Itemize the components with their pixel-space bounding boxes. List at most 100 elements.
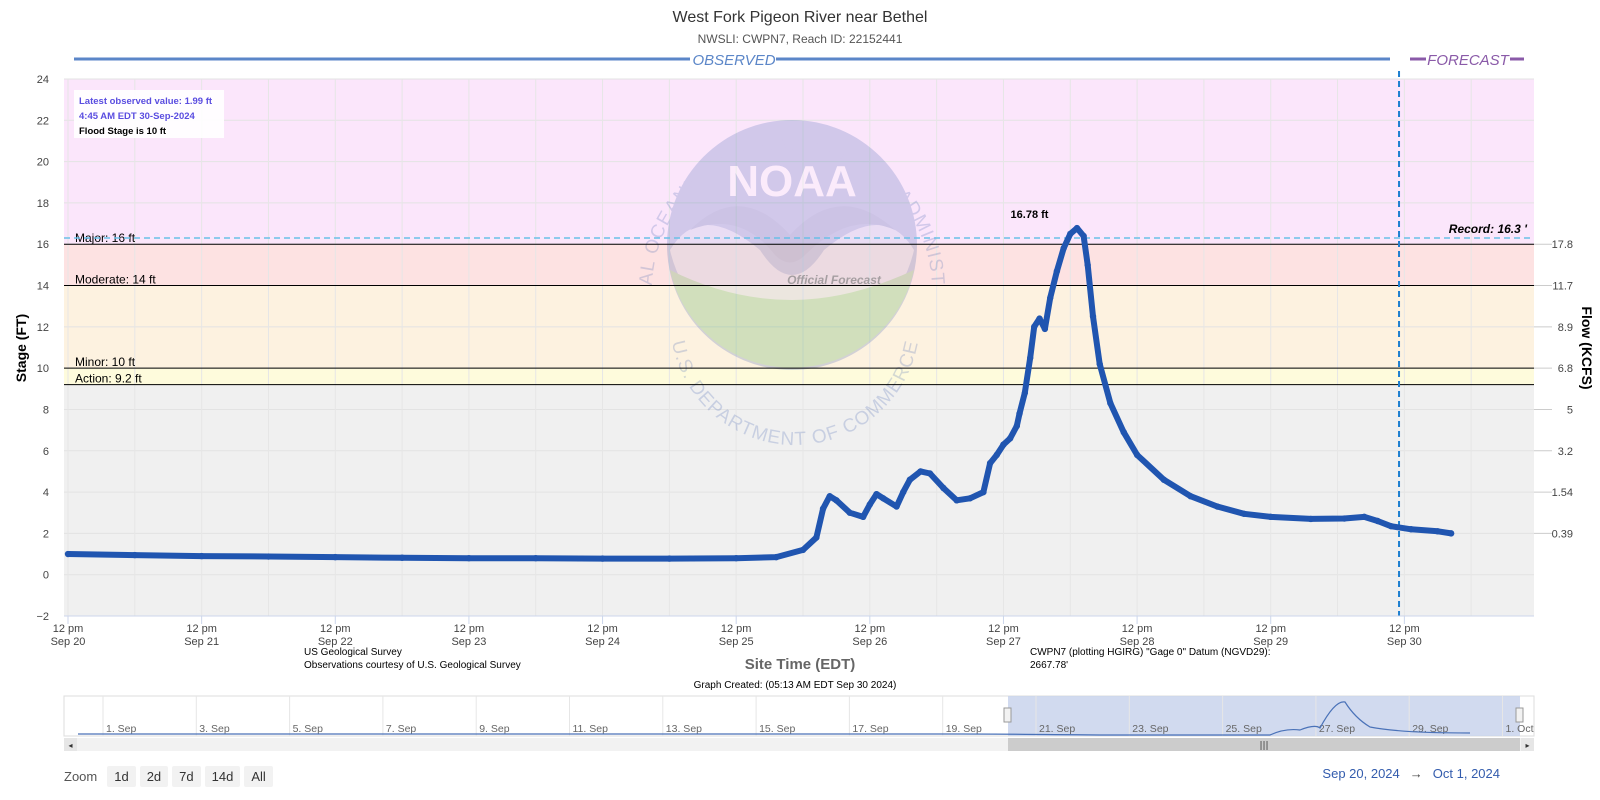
zoom-14d-button[interactable]: 14d	[204, 765, 241, 787]
x-tick-label-time: 12 pm	[186, 623, 217, 635]
chart-title: West Fork Pigeon River near Bethel	[673, 9, 928, 26]
flow-tick-label: 8.9	[1558, 322, 1573, 334]
series-point	[953, 497, 960, 504]
scroll-left-button[interactable]	[64, 738, 77, 751]
series-point	[879, 495, 887, 502]
y-tick-label: 16	[37, 239, 49, 251]
series-point	[813, 534, 820, 541]
navigator-label: 15. Sep	[759, 723, 795, 735]
x-tick-label-time: 12 pm	[1122, 623, 1153, 635]
series-point	[1240, 510, 1248, 517]
scroll-right-button[interactable]	[1521, 738, 1534, 751]
x-tick-label-date: Sep 25	[719, 636, 754, 648]
navigator-selected-range[interactable]	[1008, 696, 1520, 736]
navigator-label: 13. Sep	[666, 723, 702, 735]
y-tick-label: 2	[43, 528, 49, 540]
series-point	[1160, 476, 1168, 483]
zoom-7d-button[interactable]: 7d	[172, 765, 201, 787]
series-point	[398, 554, 406, 561]
flood-category-bands	[64, 79, 1534, 616]
credit-datum-value: 2667.78'	[1030, 660, 1068, 671]
official-forecast-stamp: Official Forecast	[787, 273, 882, 287]
navigator-label: 27. Sep	[1319, 723, 1355, 735]
observed-label: OBSERVED	[692, 52, 775, 69]
y-tick-label: 18	[37, 198, 49, 210]
scrollbar[interactable]: ||| ◂ ▸	[64, 738, 1534, 751]
record-line: Record: 16.3 '	[64, 222, 1534, 239]
x-tick-label-date: Sep 20	[51, 636, 86, 648]
range-from-input[interactable]: Sep 20, 2024	[1322, 766, 1400, 781]
navigator-series-line	[78, 701, 1471, 736]
series-point	[1060, 245, 1067, 252]
navigator-label: 21. Sep	[1039, 723, 1075, 735]
x-tick-label-time: 12 pm	[988, 623, 1019, 635]
x-axis-title: Site Time (EDT)	[745, 656, 856, 673]
y-tick-label: 12	[37, 322, 49, 334]
series-point	[732, 554, 740, 562]
series-point	[532, 554, 539, 562]
series-point	[131, 551, 139, 559]
series-point	[1434, 528, 1441, 535]
x-tick-label-time: 12 pm	[587, 623, 618, 635]
series-point	[1036, 315, 1043, 322]
series-point	[906, 476, 914, 483]
series-point	[1214, 503, 1221, 510]
series-point	[1107, 400, 1114, 407]
flood-band	[64, 244, 1534, 286]
series-point	[1041, 325, 1049, 333]
navigator-label: 9. Sep	[479, 723, 510, 735]
x-tick-label-date: Sep 26	[852, 636, 887, 648]
series-point	[866, 501, 874, 508]
navigator-label: 11. Sep	[573, 723, 609, 735]
navigator-label: 3. Sep	[199, 723, 230, 735]
series-point	[799, 546, 807, 554]
series-point	[265, 553, 272, 560]
navigator-handle-right[interactable]	[1515, 707, 1524, 723]
scrollbar-thumb[interactable]	[1008, 738, 1520, 751]
x-tick-label-time: 12 pm	[1255, 623, 1286, 635]
series-point	[980, 488, 987, 496]
series-point	[1187, 493, 1194, 500]
zoom-label: Zoom	[64, 768, 98, 784]
navigator-label: 1. Sep	[106, 723, 137, 735]
navigator[interactable]: 1. Sep 3. Sep 5. Sep 7. Sep 9. Sep 11. Sep 13.…	[63, 695, 1535, 737]
y-axis-right: 0.39 1.54 3.2 5 6.8 8.9 11.7 17.8	[1534, 239, 1573, 540]
zoom-2d-button[interactable]: 2d	[139, 765, 169, 787]
zoom-all-button[interactable]: All	[244, 765, 273, 787]
threshold-label: Minor: 10 ft	[75, 355, 136, 369]
series-point	[986, 459, 994, 467]
y-tick-label: 0	[43, 570, 49, 582]
x-tick-label-date: Sep 30	[1387, 636, 1422, 648]
x-tick-label-time: 12 pm	[454, 623, 485, 635]
date-range: Sep 20, 2024 → Oct 1, 2024	[1322, 766, 1500, 781]
y-tick-label: 4	[43, 487, 49, 499]
y-axis-title: Stage (FT)	[13, 314, 29, 382]
y-tick-label: 10	[37, 363, 49, 375]
series-point	[465, 554, 473, 562]
flow-tick-label: 17.8	[1552, 239, 1573, 251]
x-tick-label-time: 12 pm	[721, 623, 752, 635]
series-point	[1120, 428, 1127, 436]
range-arrow-icon: →	[1409, 766, 1423, 781]
series-point	[1016, 410, 1023, 417]
navigator-label: 5. Sep	[293, 723, 324, 735]
navigator-handle-left[interactable]	[1003, 707, 1012, 723]
series-point	[900, 488, 907, 496]
x-tick-label-date: Sep 29	[1253, 636, 1288, 648]
navigator-grid: 1. Sep 3. Sep 5. Sep 7. Sep 9. Sep 11. Sep 13.…	[102, 696, 1534, 736]
zoom-1d-button[interactable]: 1d	[107, 765, 136, 787]
credit-datum: CWPN7 (plotting HGIRG) "Gage 0" Datum (N…	[1030, 647, 1271, 658]
flow-tick-label: 11.7	[1552, 281, 1573, 293]
series-point	[198, 552, 205, 560]
series-point	[1067, 230, 1074, 238]
series-point	[773, 553, 780, 561]
y-tick-label: 24	[37, 74, 49, 86]
range-to-input[interactable]: Oct 1, 2024	[1432, 766, 1500, 781]
peak-label: 16.78 ft	[1011, 209, 1049, 221]
series-point	[1374, 517, 1381, 525]
y-tick-label: 22	[37, 115, 49, 127]
series-point	[1133, 451, 1141, 459]
series-point	[666, 555, 673, 562]
